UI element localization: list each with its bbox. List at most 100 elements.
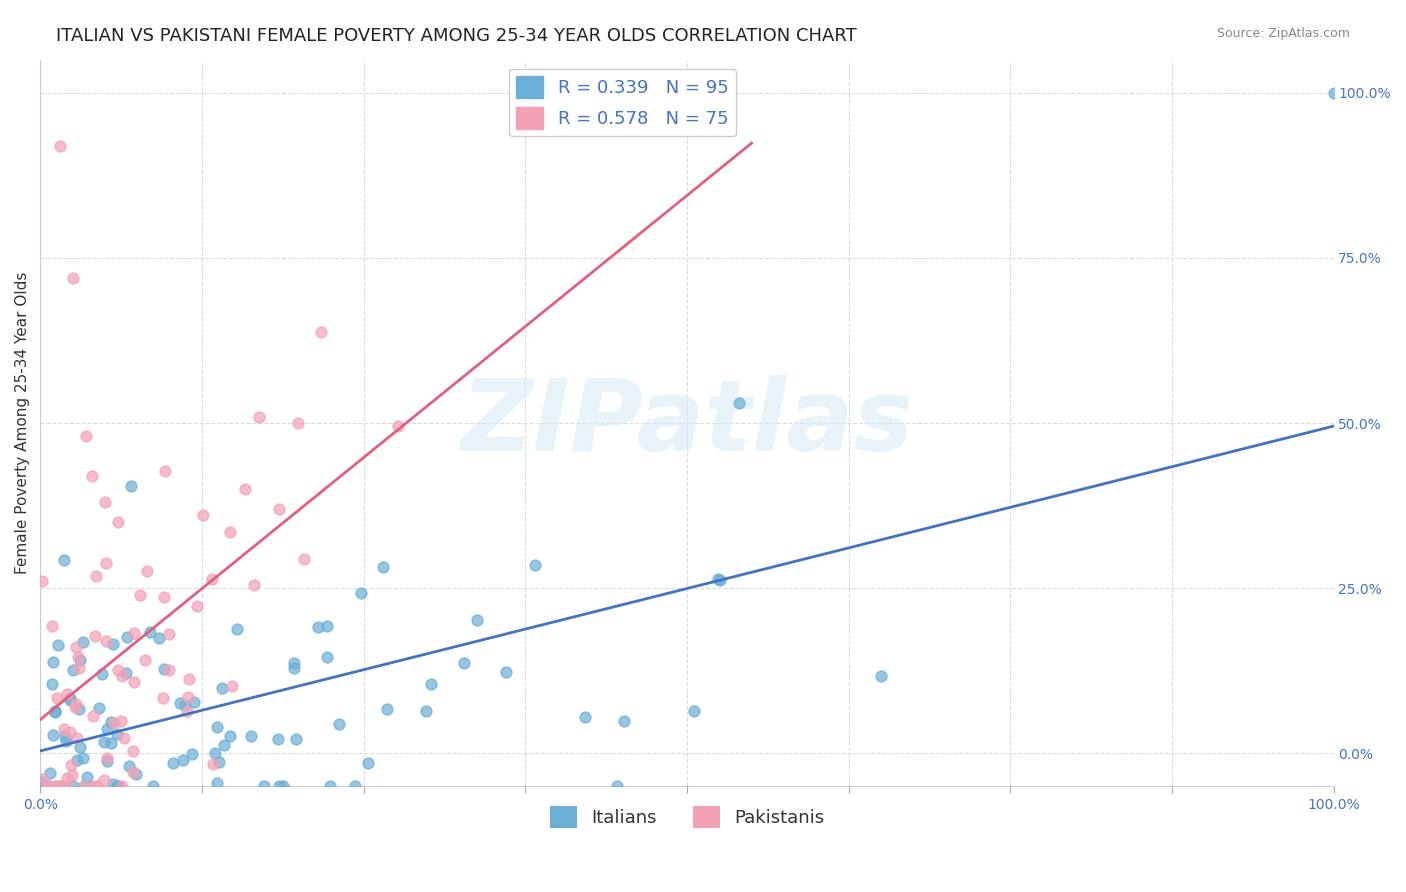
Italians [727, 396, 749, 410]
Italians [31, 775, 53, 789]
Italians [115, 630, 138, 644]
Italians [283, 661, 305, 675]
Pakistanis [49, 138, 72, 153]
Pakistanis [177, 690, 200, 705]
Italians [212, 738, 235, 752]
Italians [267, 731, 290, 746]
Legend: Italians, Pakistanis: Italians, Pakistanis [543, 799, 831, 836]
Pakistanis [135, 564, 157, 578]
Italians [343, 780, 366, 794]
Pakistanis [37, 780, 59, 794]
Pakistanis [67, 661, 90, 675]
Italians [316, 650, 339, 665]
Pakistanis [292, 551, 315, 566]
Italians [69, 740, 91, 755]
Pakistanis [51, 780, 73, 794]
Pakistanis [107, 515, 129, 529]
Italians [34, 780, 56, 794]
Pakistanis [111, 780, 134, 794]
Pakistanis [53, 722, 76, 736]
Pakistanis [201, 572, 224, 586]
Italians [350, 586, 373, 600]
Pakistanis [103, 716, 125, 731]
Italians [42, 656, 65, 670]
Italians [183, 694, 205, 708]
Italians [453, 657, 475, 671]
Pakistanis [112, 731, 135, 745]
Italians [319, 780, 342, 794]
Italians [69, 653, 91, 667]
Pakistanis [179, 672, 201, 686]
Text: ZIPatlas: ZIPatlas [460, 375, 914, 472]
Pakistanis [309, 325, 332, 339]
Pakistanis [75, 429, 97, 443]
Pakistanis [73, 780, 96, 794]
Italians [42, 728, 65, 742]
Pakistanis [67, 650, 90, 665]
Pakistanis [56, 687, 79, 701]
Italians [218, 729, 240, 743]
Italians [72, 780, 94, 794]
Pakistanis [46, 690, 69, 705]
Pakistanis [84, 569, 107, 583]
Italians [67, 702, 90, 716]
Italians [148, 631, 170, 645]
Pakistanis [37, 780, 59, 794]
Italians [169, 697, 191, 711]
Italians [419, 677, 441, 691]
Pakistanis [82, 469, 104, 483]
Italians [38, 780, 60, 794]
Italians [870, 669, 893, 683]
Italians [253, 780, 276, 794]
Italians [55, 734, 77, 748]
Pakistanis [82, 709, 104, 723]
Italians [105, 727, 128, 741]
Pakistanis [243, 578, 266, 592]
Italians [53, 729, 76, 743]
Italians [115, 666, 138, 681]
Pakistanis [122, 744, 145, 758]
Pakistanis [56, 771, 79, 785]
Pakistanis [65, 698, 87, 712]
Pakistanis [221, 679, 243, 693]
Italians [371, 559, 394, 574]
Pakistanis [152, 691, 174, 706]
Italians [415, 704, 437, 718]
Pakistanis [51, 780, 73, 794]
Pakistanis [86, 780, 108, 794]
Pakistanis [202, 757, 225, 772]
Pakistanis [96, 751, 118, 765]
Italians [96, 722, 118, 736]
Pakistanis [44, 780, 66, 794]
Pakistanis [186, 599, 208, 613]
Pakistanis [176, 704, 198, 718]
Italians [38, 766, 60, 780]
Italians [72, 635, 94, 649]
Italians [709, 573, 731, 587]
Italians [100, 714, 122, 729]
Italians [307, 620, 329, 634]
Pakistanis [287, 416, 309, 430]
Italians [100, 736, 122, 750]
Italians [269, 780, 291, 794]
Pakistanis [66, 731, 89, 745]
Italians [107, 780, 129, 794]
Italians [37, 780, 59, 794]
Italians [62, 663, 84, 677]
Pakistanis [157, 664, 180, 678]
Pakistanis [93, 773, 115, 788]
Pakistanis [157, 627, 180, 641]
Pakistanis [83, 630, 105, 644]
Y-axis label: Female Poverty Among 25-34 Year Olds: Female Poverty Among 25-34 Year Olds [15, 272, 30, 574]
Pakistanis [55, 780, 77, 794]
Pakistanis [107, 663, 129, 677]
Pakistanis [247, 409, 270, 424]
Pakistanis [219, 524, 242, 539]
Pakistanis [94, 557, 117, 571]
Italians [93, 734, 115, 748]
Italians [172, 753, 194, 767]
Italians [142, 780, 165, 794]
Italians [76, 770, 98, 784]
Italians [125, 766, 148, 780]
Pakistanis [94, 633, 117, 648]
